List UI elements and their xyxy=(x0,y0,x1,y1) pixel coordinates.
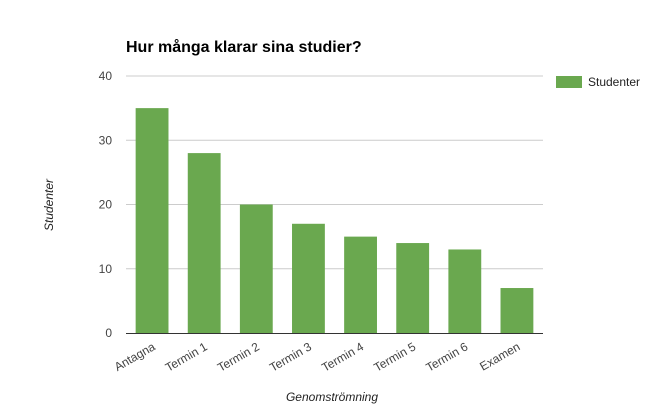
bar-6 xyxy=(448,249,482,333)
x-tick-label: Termin 6 xyxy=(423,339,470,374)
bar-5 xyxy=(396,243,430,333)
legend-swatch xyxy=(556,76,582,88)
x-tick-label: Termin 2 xyxy=(215,339,262,374)
chart-title: Hur många klarar sina studier? xyxy=(126,38,362,56)
x-tick-label: Termin 1 xyxy=(163,339,210,374)
legend: Studenter xyxy=(556,75,640,89)
y-tick-label: 10 xyxy=(99,262,113,276)
bar-1 xyxy=(187,153,221,333)
bar-2 xyxy=(239,204,273,333)
x-tick-label: Examen xyxy=(477,339,522,373)
bar-series xyxy=(135,108,534,333)
y-axis-label: Studenter xyxy=(42,178,56,231)
y-tick-label: 20 xyxy=(99,198,113,212)
y-axis-ticks: 0 10 20 30 40 xyxy=(99,69,113,340)
y-tick-label: 0 xyxy=(105,326,112,340)
bar-4 xyxy=(344,236,377,333)
y-tick-label: 40 xyxy=(99,69,113,83)
y-tick-label: 30 xyxy=(99,133,113,147)
x-tick-label: Antagna xyxy=(112,339,158,374)
x-tick-label: Termin 5 xyxy=(371,339,418,374)
bar-7 xyxy=(500,288,534,333)
x-tick-label: Termin 4 xyxy=(319,339,366,374)
x-axis-label: Genomströmning xyxy=(286,390,378,404)
legend-label: Studenter xyxy=(588,75,640,89)
x-tick-label: Termin 3 xyxy=(267,339,314,374)
bar-0 xyxy=(135,108,169,333)
bar-3 xyxy=(292,223,325,333)
